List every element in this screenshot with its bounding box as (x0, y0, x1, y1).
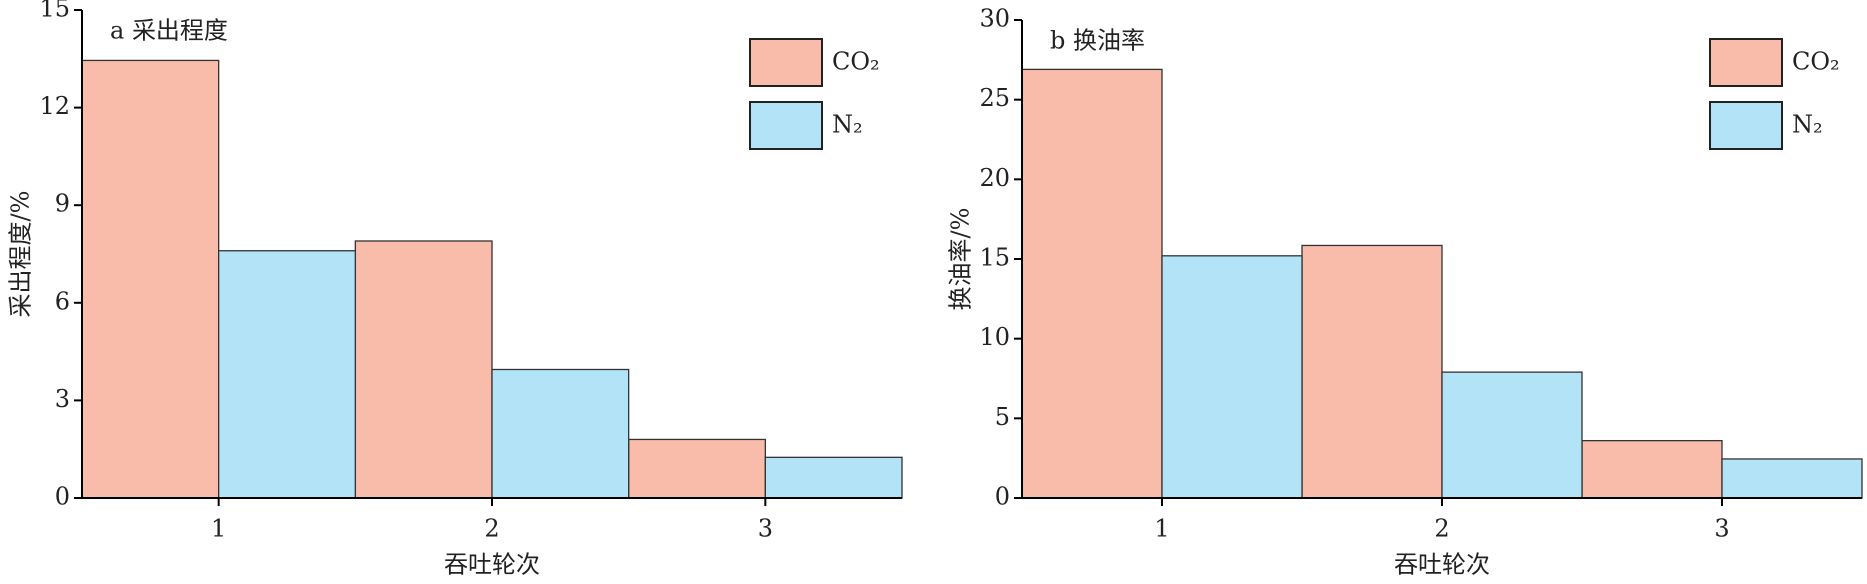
y-tick-label: 30 (979, 5, 1010, 33)
chart-title: b 换油率 (1050, 27, 1145, 55)
y-tick-label: 15 (39, 0, 70, 23)
y-tick-label: 5 (995, 403, 1010, 431)
y-axis-label: 采出程度/% (7, 191, 35, 318)
x-tick-label: 1 (211, 515, 226, 543)
y-tick-label: 12 (39, 92, 70, 120)
x-tick-label: 1 (1154, 515, 1169, 543)
x-tick-label: 2 (1434, 515, 1449, 543)
y-tick-label: 0 (55, 483, 70, 511)
bar (1301, 244, 1443, 499)
bar (1161, 255, 1303, 499)
y-tick-label: 15 (979, 244, 1010, 272)
y-tick-label: 20 (979, 164, 1010, 192)
y-tick-label: 25 (979, 84, 1010, 112)
y-tick-label: 10 (979, 323, 1010, 351)
bar (1441, 371, 1583, 499)
bar (1021, 68, 1163, 499)
legend-label: CO₂ (1792, 48, 1840, 76)
bar (81, 59, 220, 499)
y-tick-label: 6 (55, 287, 70, 315)
x-axis-label: 吞吐轮次 (444, 551, 540, 579)
x-tick-label: 3 (1714, 515, 1729, 543)
bar (764, 456, 903, 499)
bar (628, 438, 766, 499)
legend-swatch (1709, 101, 1783, 150)
legend-swatch (1709, 38, 1783, 87)
legend-label: CO₂ (832, 48, 880, 76)
x-axis-label: 吞吐轮次 (1394, 551, 1490, 579)
bar (1581, 439, 1723, 499)
legend-label: N₂ (832, 111, 863, 139)
chart-title: a 采出程度 (110, 17, 228, 45)
legend-swatch (749, 38, 823, 87)
y-tick-label: 9 (55, 190, 70, 218)
y-axis-label: 换油率/% (947, 208, 975, 311)
bar (218, 250, 356, 499)
bar (354, 240, 493, 499)
legend-swatch (749, 101, 823, 150)
y-tick-label: 0 (995, 483, 1010, 511)
bar (1721, 458, 1863, 499)
y-tick-label: 3 (55, 385, 70, 413)
x-tick-label: 2 (484, 515, 499, 543)
bar (491, 368, 630, 499)
x-tick-label: 3 (758, 515, 773, 543)
legend-label: N₂ (1792, 111, 1823, 139)
